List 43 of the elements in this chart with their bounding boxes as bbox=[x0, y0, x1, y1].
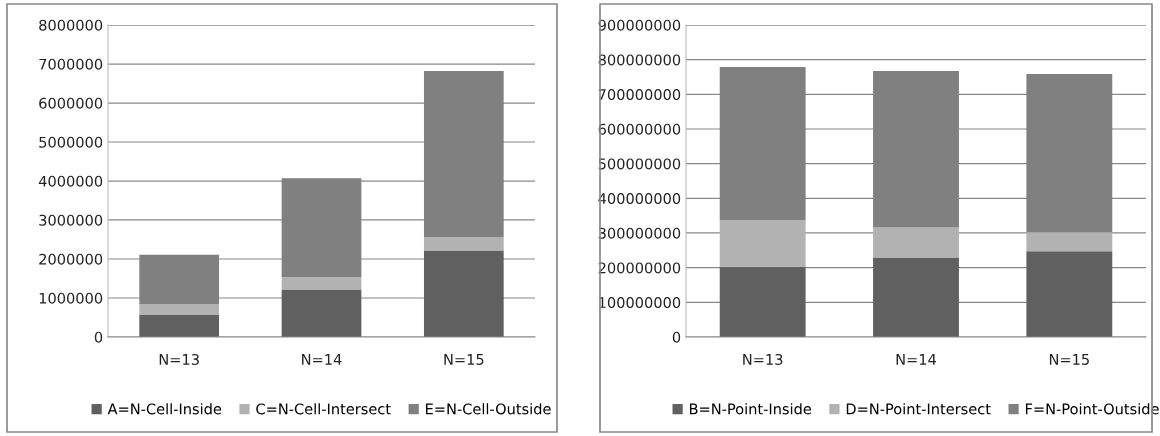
legend-label: D=N-Point-Intersect bbox=[846, 403, 991, 415]
legend-label: C=N-Cell-Intersect bbox=[256, 403, 391, 415]
y-tick-label: 900000000 bbox=[598, 19, 681, 31]
y-tick-label: 600000000 bbox=[598, 123, 681, 135]
bar bbox=[873, 257, 959, 337]
y-tick-label: 8000000 bbox=[39, 19, 103, 31]
legend-label: F=N-Point-Outside bbox=[1025, 403, 1159, 415]
y-tick-label: 500000000 bbox=[598, 158, 681, 170]
legend-label: A=N-Cell-Inside bbox=[107, 403, 222, 415]
y-tick-label: 6000000 bbox=[39, 97, 103, 109]
y-tick-label: 100000000 bbox=[599, 297, 681, 309]
y-tick-label: 4000000 bbox=[38, 175, 103, 187]
y-tick-label: 400000000 bbox=[598, 193, 681, 205]
bar bbox=[139, 304, 220, 315]
y-tick-label: 0 bbox=[672, 331, 681, 343]
y-tick-label: 300000000 bbox=[598, 227, 681, 239]
y-tick-label: 700000000 bbox=[598, 89, 681, 101]
y-tick-label: 5000000 bbox=[39, 136, 103, 148]
y-tick-label: 200000000 bbox=[598, 262, 681, 274]
legend-label: B=N-Point-Inside bbox=[689, 403, 812, 415]
bar bbox=[281, 289, 362, 337]
y-tick-label: 1000000 bbox=[39, 292, 103, 304]
x-tick-label: N=15 bbox=[1049, 354, 1089, 365]
bar bbox=[423, 237, 504, 251]
x-tick-label: N=14 bbox=[302, 354, 342, 365]
y-tick-label: 800000000 bbox=[598, 54, 681, 66]
legend-label: E=N-Cell-Outside bbox=[426, 403, 551, 415]
bar bbox=[719, 266, 806, 337]
bar bbox=[281, 277, 362, 290]
y-tick-label: 3000000 bbox=[39, 214, 103, 226]
bar bbox=[719, 220, 806, 267]
bar bbox=[1026, 251, 1113, 337]
y-tick-label: 7000000 bbox=[39, 58, 103, 70]
x-tick-label: N=14 bbox=[896, 354, 937, 365]
bar bbox=[1026, 232, 1113, 252]
bar bbox=[139, 314, 220, 337]
x-tick-label: N=15 bbox=[444, 354, 484, 365]
x-tick-label: N=13 bbox=[159, 353, 199, 365]
bar bbox=[873, 227, 959, 258]
y-tick-label: 2000000 bbox=[39, 253, 103, 265]
bar bbox=[423, 250, 504, 337]
x-tick-label: N=13 bbox=[743, 353, 783, 365]
y-tick-label: 0 bbox=[94, 331, 103, 343]
